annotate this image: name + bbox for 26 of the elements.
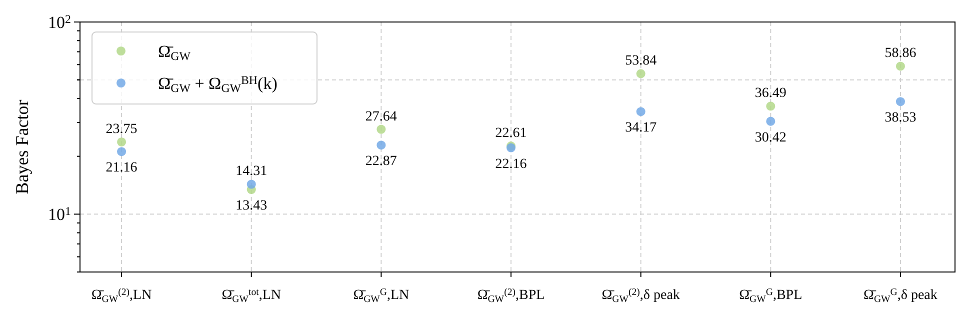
data-label: 21.16 [106, 160, 138, 176]
data-label: 14.31 [236, 164, 268, 180]
data-label: 30.42 [754, 130, 786, 146]
x-tick-label: Ω̄$_{GW}$$^{(2)}$,LN [91, 287, 152, 304]
data-label: 38.53 [884, 110, 916, 126]
x-tick-label: Ω̄$_{GW}$$^{tot}$,LN [222, 287, 281, 304]
legend-label: Ω̄$_{GW}$ + Ω$_{GW}$$^{BH}$(k) [158, 73, 278, 95]
data-label: 22.87 [365, 154, 397, 170]
data-label: 58.86 [884, 46, 916, 62]
legend-label: Ω̄$_{GW}$ [158, 42, 192, 63]
x-tick-label: Ω̄$_{GW}$$^{G}$,BPL [739, 287, 802, 304]
data-label: 34.17 [625, 120, 657, 136]
x-tick-label: Ω̄$_{GW}$$^{(2)}$,δ peak [602, 287, 680, 304]
x-tick-label: Ω̄$_{GW}$$^{(2)}$,BPL [477, 287, 545, 304]
data-label: 22.61 [495, 126, 527, 142]
data-label: 53.84 [625, 54, 657, 69]
data-label: 23.75 [106, 122, 138, 137]
x-tick-label: Ω̄$_{GW}$$^{G}$,LN [353, 287, 410, 304]
data-label: 22.16 [495, 156, 527, 172]
y-tick-label: 10$^{2}$ [48, 12, 72, 32]
data-label: 27.64 [365, 109, 397, 124]
data-label: 13.43 [236, 198, 268, 214]
data-label: 36.49 [754, 86, 786, 102]
y-axis-title: Bayes Factor [12, 100, 32, 194]
x-tick-label: Ω̄$_{GW}$$^{G}$,δ peak [864, 287, 938, 304]
y-tick-label: 10$^{1}$ [48, 204, 72, 224]
